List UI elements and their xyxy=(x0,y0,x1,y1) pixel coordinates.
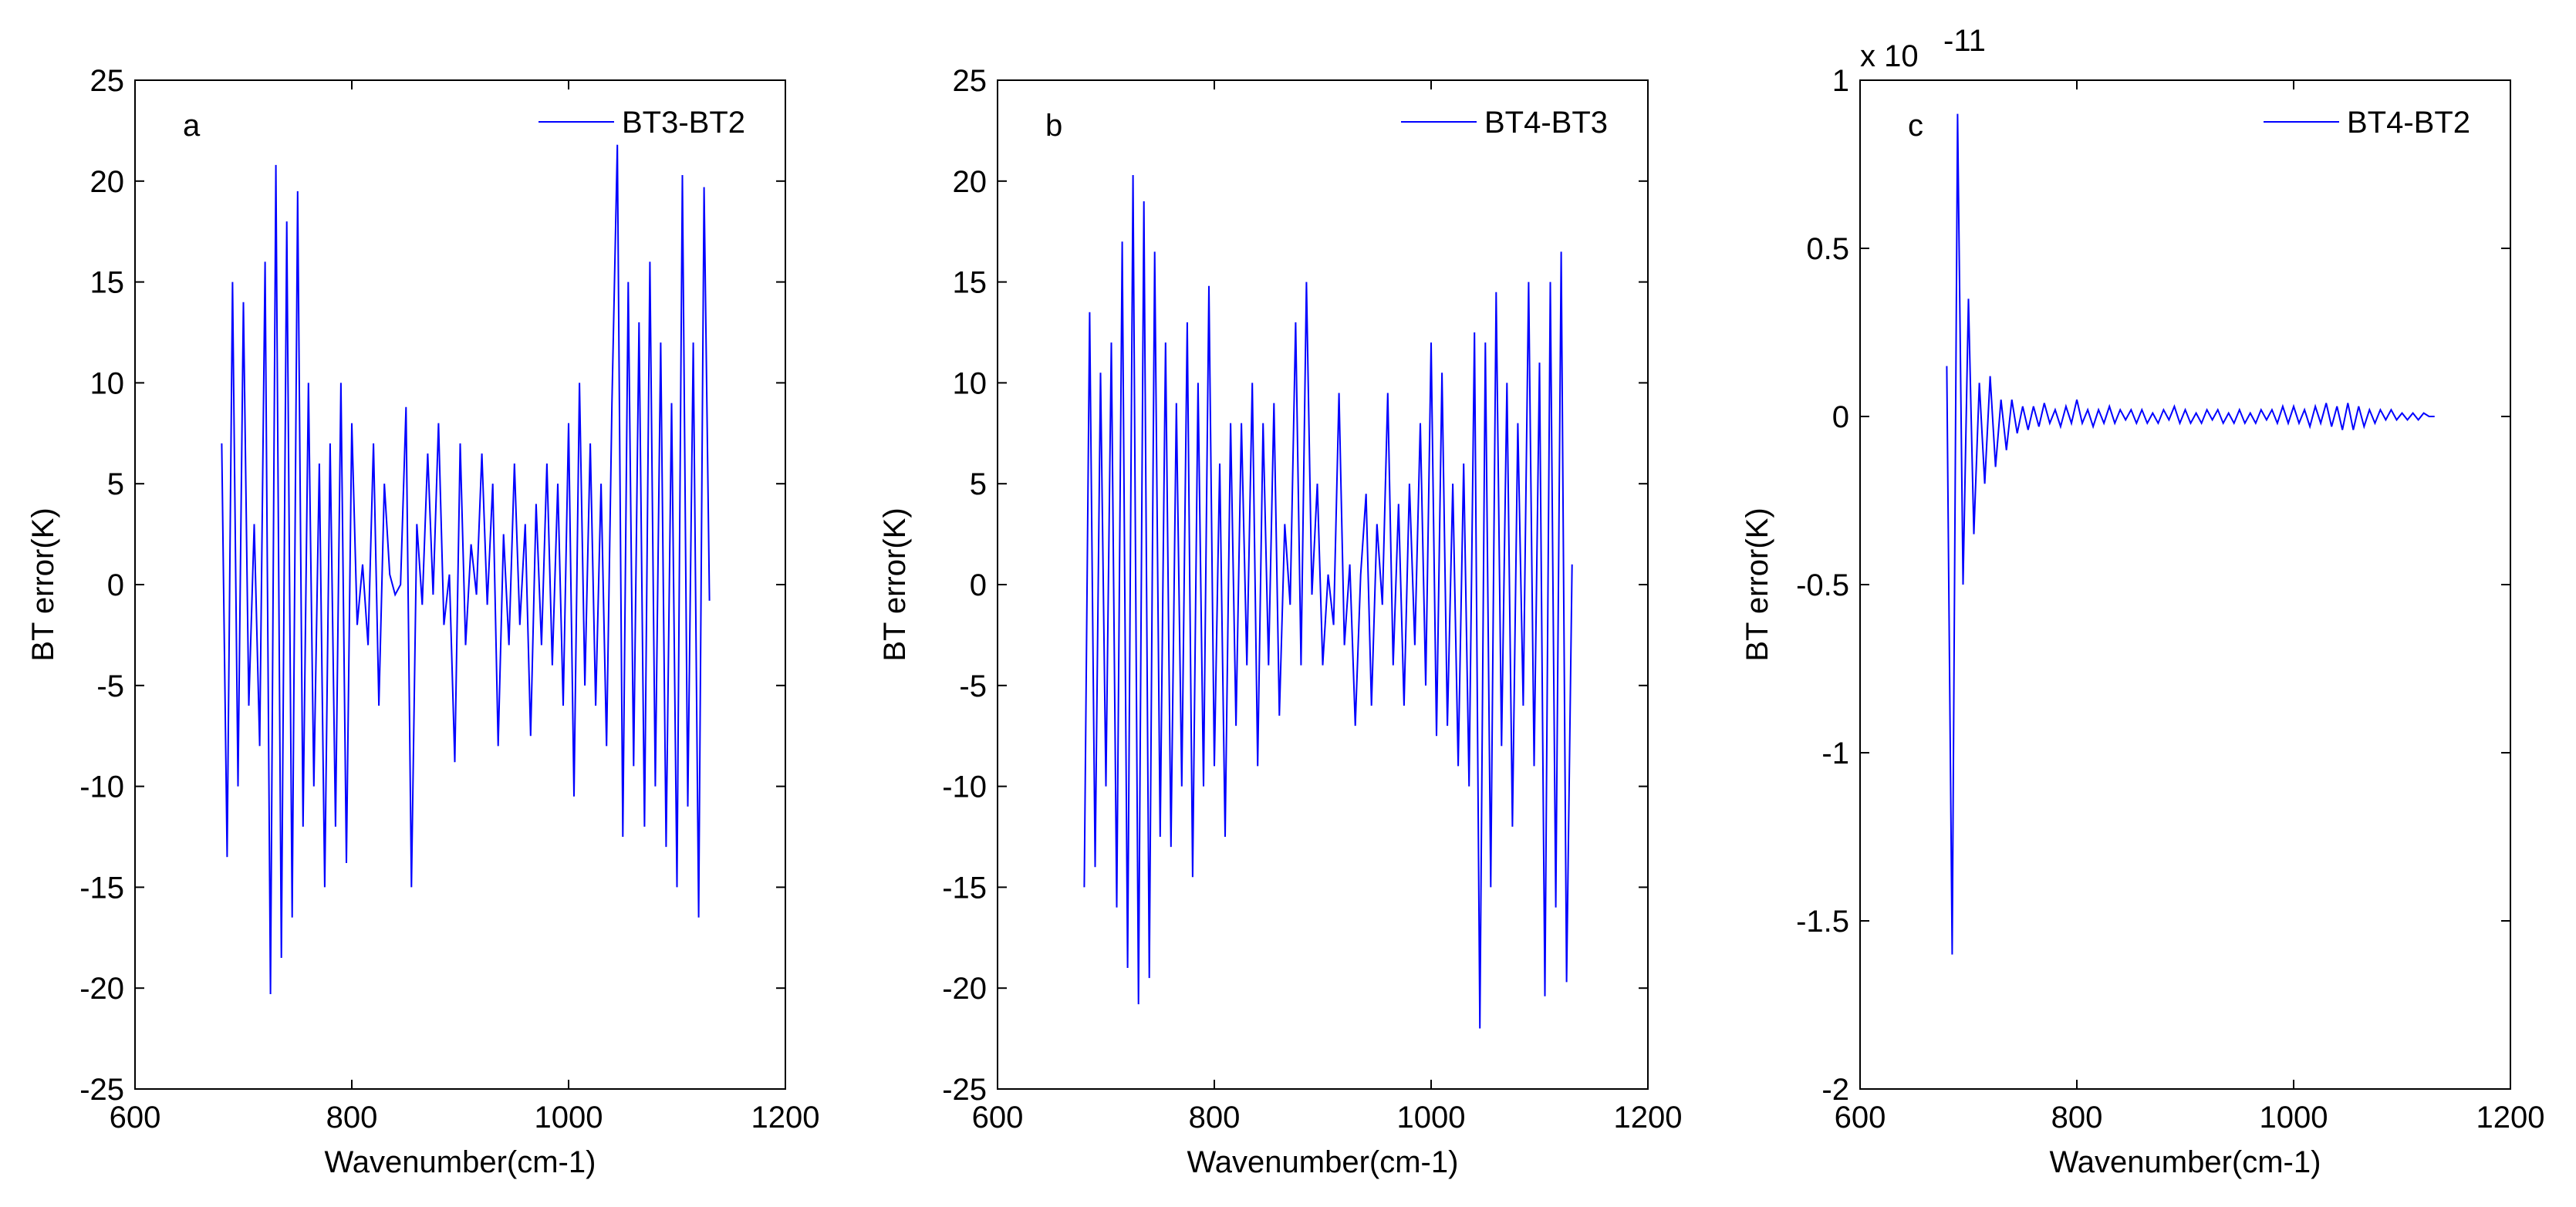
data-line xyxy=(221,144,711,995)
y-tick-label: -1.5 xyxy=(1796,905,1849,939)
y-tick-label: 0.5 xyxy=(1806,232,1849,266)
legend-label: BT3-BT2 xyxy=(622,106,745,140)
x-axis-label: Wavenumber(cm-1) xyxy=(2050,1145,2321,1179)
y-tick-label: -1 xyxy=(1821,737,1849,770)
y-tick-label: 1 xyxy=(1832,64,1849,98)
y-tick-label: 5 xyxy=(970,467,987,501)
plot-area xyxy=(998,80,1648,1089)
y-tick-label: -0.5 xyxy=(1796,568,1849,602)
x-tick-label: 1000 xyxy=(2260,1101,2328,1135)
scale-label: x 10 xyxy=(1860,39,1919,73)
x-tick-label: 800 xyxy=(2051,1101,2103,1135)
y-tick-label: 15 xyxy=(90,266,125,300)
x-tick-label: 600 xyxy=(110,1101,161,1135)
panel: 600 800 1000 1200 -25 -20 -15 -10 -5 0 5 10 15 20 25 a W… xyxy=(26,64,819,1179)
y-tick-label: 5 xyxy=(107,467,124,501)
y-tick-label: -15 xyxy=(79,871,124,905)
y-tick-label: -15 xyxy=(942,871,987,905)
y-tick-label: 25 xyxy=(90,64,125,98)
x-tick-label: 1200 xyxy=(2476,1101,2545,1135)
panel: 600 800 1000 1200 -25 -20 -15 -10 -5 0 5 10 15 20 25 b W… xyxy=(878,64,1682,1179)
y-axis-label: BT error(K) xyxy=(878,507,912,661)
y-tick-label: -25 xyxy=(79,1073,124,1107)
panel-label: a xyxy=(183,109,201,143)
y-tick-label: 0 xyxy=(1832,400,1849,434)
y-axis-label: BT error(K) xyxy=(26,507,60,661)
plot-area xyxy=(1860,80,2510,1089)
legend-label: BT4-BT2 xyxy=(2347,106,2470,140)
x-axis-label: Wavenumber(cm-1) xyxy=(325,1145,596,1179)
x-tick-label: 800 xyxy=(326,1101,378,1135)
data-line xyxy=(1083,174,1573,1029)
x-tick-label: 800 xyxy=(1189,1101,1241,1135)
x-tick-label: 600 xyxy=(972,1101,1024,1135)
y-tick-label: -10 xyxy=(79,770,124,804)
data-line xyxy=(1946,113,2435,955)
plot-area xyxy=(135,80,785,1089)
y-tick-label: 0 xyxy=(107,568,124,602)
x-tick-label: 1200 xyxy=(1614,1101,1683,1135)
y-tick-label: -5 xyxy=(96,669,124,703)
y-tick-label: 10 xyxy=(953,366,988,400)
y-tick-label: -5 xyxy=(959,669,987,703)
y-tick-label: 25 xyxy=(953,64,988,98)
y-tick-label: -20 xyxy=(942,972,987,1006)
x-tick-label: 1200 xyxy=(751,1101,820,1135)
x-axis-label: Wavenumber(cm-1) xyxy=(1187,1145,1459,1179)
y-tick-label: 20 xyxy=(953,165,988,199)
panel-label: b xyxy=(1045,109,1062,143)
x-tick-label: 1000 xyxy=(535,1101,603,1135)
axes-box xyxy=(997,79,1649,1090)
legend-label: BT4-BT3 xyxy=(1484,106,1608,140)
x-tick-label: 1000 xyxy=(1397,1101,1466,1135)
y-tick-label: -2 xyxy=(1821,1073,1849,1107)
axes-box xyxy=(134,79,786,1090)
y-tick-label: 20 xyxy=(90,165,125,199)
panel: 600 800 1000 1200 -2 -1.5 -1 -0.5 0 0.5 1 c Wavenumb… xyxy=(1740,24,2544,1179)
axes-box xyxy=(1859,79,2511,1090)
y-tick-label: -20 xyxy=(79,972,124,1006)
panel-label: c xyxy=(1908,109,1923,143)
scale-exponent: -11 xyxy=(1943,24,1986,58)
y-tick-label: 10 xyxy=(90,366,125,400)
y-tick-label: 15 xyxy=(953,266,988,300)
y-tick-label: 0 xyxy=(970,568,987,602)
y-tick-label: -25 xyxy=(942,1073,987,1107)
x-tick-label: 600 xyxy=(1835,1101,1886,1135)
y-tick-label: -10 xyxy=(942,770,987,804)
y-axis-label: BT error(K) xyxy=(1740,507,1774,661)
